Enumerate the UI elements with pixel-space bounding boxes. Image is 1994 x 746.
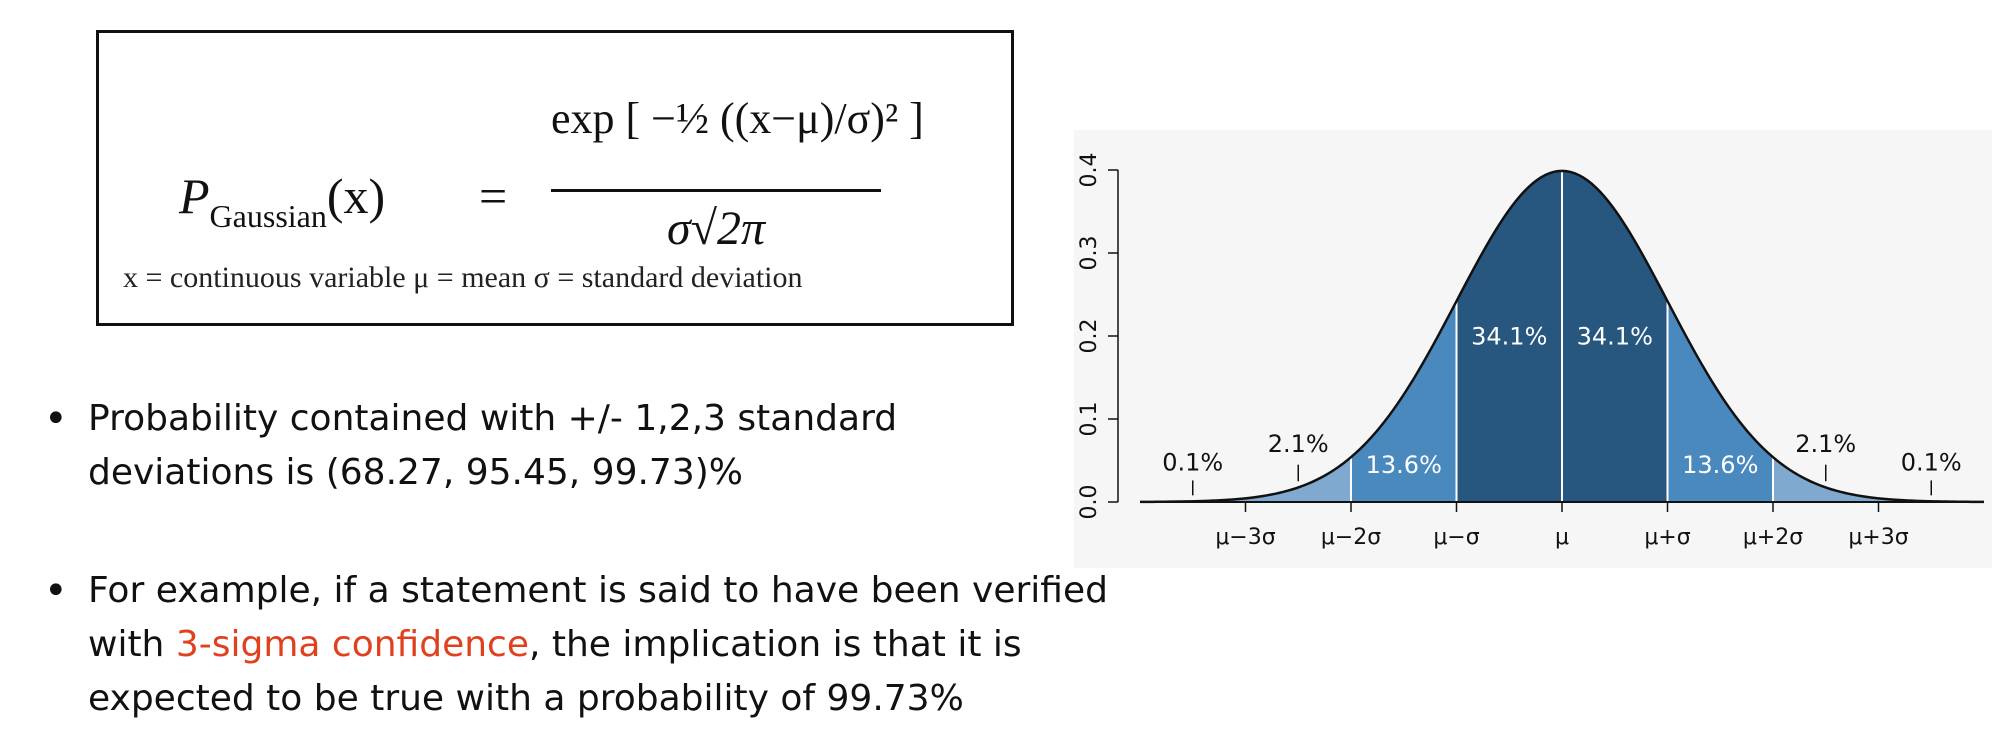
fraction-bar	[551, 189, 881, 192]
band-label-0: 34.1%	[1471, 322, 1547, 350]
bullet-probability-text: Probability contained with +/- 1,2,3 sta…	[88, 398, 898, 493]
band-label-4: 2.1%	[1268, 430, 1329, 458]
x-tick-label-5: μ+2σ	[1743, 525, 1803, 550]
band-label-3: 13.6%	[1682, 451, 1758, 479]
formula-lhs-arg: (x)	[326, 168, 386, 224]
normal-distribution-chart: 0.0 0.1 0.2 0.3 0.4 μ−3σ μ−2σ μ−σ μ μ+σ μ+2σ μ+3σ 34…	[1074, 130, 1992, 568]
y-tick-label-0: 0.0	[1077, 485, 1102, 520]
gaussian-formula: PGaussian(x) = exp [ −½ ((x−μ)/σ)² ] σ√2…	[179, 93, 939, 255]
formula-denominator: σ√2π	[666, 202, 766, 255]
band-label-6: 0.1%	[1162, 448, 1223, 476]
band-label-1: 34.1%	[1577, 322, 1653, 350]
formula-fraction: exp [ −½ ((x−μ)/σ)² ] σ√2π	[551, 93, 924, 293]
x-tick-label-6: μ+3σ	[1848, 525, 1908, 550]
band-label-7: 0.1%	[1901, 448, 1962, 476]
gaussian-curve	[1139, 169, 1985, 504]
bullet-example: • For example, if a statement is said to…	[44, 564, 1148, 726]
x-tick-label-4: μ+σ	[1644, 525, 1690, 550]
bullet-probability: • Probability contained with +/- 1,2,3 s…	[44, 392, 988, 500]
bullet-example-post: , the implication is that it is expected…	[88, 624, 1022, 719]
y-tick-label-3: 0.3	[1077, 236, 1102, 271]
x-tick-label-3: μ	[1555, 525, 1569, 550]
formula-lhs-subscript: Gaussian	[209, 198, 327, 234]
band-area-5	[1773, 457, 1879, 502]
formula-numerator: exp [ −½ ((x−μ)/σ)² ]	[551, 94, 924, 143]
formula-box: PGaussian(x) = exp [ −½ ((x−μ)/σ)² ] σ√2…	[96, 30, 1014, 326]
y-tick-label-4: 0.4	[1077, 153, 1102, 188]
band-area-4	[1245, 457, 1351, 502]
bullet-dot: •	[44, 568, 68, 614]
y-tick-label-2: 0.2	[1077, 319, 1102, 354]
bullet-dot: •	[44, 396, 68, 442]
highlight-3-sigma: 3-sigma confidence	[175, 624, 529, 665]
bullet-example-pre: For example, if a statement is said to h…	[88, 570, 1108, 665]
formula-lhs: PGaussian(x)	[179, 167, 385, 235]
band-label-2: 13.6%	[1366, 451, 1442, 479]
band-label-5: 2.1%	[1795, 430, 1856, 458]
formula-lhs-symbol: P	[179, 168, 210, 224]
chart-svg: 0.0 0.1 0.2 0.3 0.4 μ−3σ μ−2σ μ−σ μ μ+σ μ+2σ μ+3σ 34…	[1077, 153, 1985, 550]
y-tick-label-1: 0.1	[1077, 402, 1102, 437]
x-tick-label-1: μ−2σ	[1321, 525, 1381, 550]
x-tick-label-0: μ−3σ	[1215, 525, 1275, 550]
x-tick-label-2: μ−σ	[1433, 525, 1479, 550]
formula-equals: =	[479, 168, 508, 224]
bullet-example-text: For example, if a statement is said to h…	[88, 564, 1148, 726]
formula-legend: x = continuous variable μ = mean σ = sta…	[123, 261, 803, 294]
